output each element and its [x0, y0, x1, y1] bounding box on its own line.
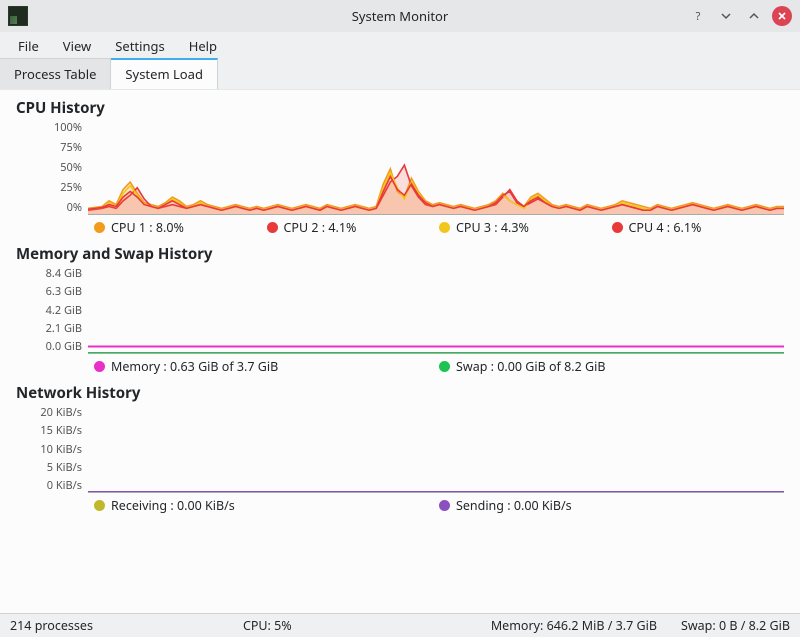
y-tick: 6.3 GiB — [46, 284, 82, 299]
y-tick: 0% — [67, 200, 82, 215]
legend-label: Sending : 0.00 KiB/s — [456, 497, 572, 514]
y-tick: 20 KiB/s — [40, 405, 82, 420]
minimize-button[interactable] — [716, 6, 736, 26]
memory-legend: Memory : 0.63 GiB of 3.7 GiB Swap : 0.00 … — [16, 358, 784, 375]
y-tick: 50% — [60, 160, 82, 175]
menu-view[interactable]: View — [53, 33, 101, 59]
cpu-y-axis: 100% 75% 50% 25% 0% — [16, 120, 88, 215]
legend-dot — [439, 361, 450, 372]
y-tick: 75% — [60, 140, 82, 155]
legend-item: Swap : 0.00 GiB of 8.2 GiB — [439, 358, 784, 375]
legend-label: CPU 2 : 4.1% — [284, 219, 357, 236]
y-tick: 5 KiB/s — [47, 460, 82, 475]
y-tick: 10 KiB/s — [40, 442, 82, 457]
menu-settings[interactable]: Settings — [105, 33, 174, 59]
y-tick: 0.0 GiB — [46, 339, 82, 354]
window-title: System Monitor — [0, 7, 800, 25]
legend-dot — [94, 361, 105, 372]
y-tick: 8.4 GiB — [46, 266, 82, 281]
help-button[interactable]: ? — [688, 6, 708, 26]
y-tick: 15 KiB/s — [40, 423, 82, 438]
legend-label: CPU 1 : 8.0% — [111, 219, 184, 236]
close-button[interactable] — [772, 6, 792, 26]
window-controls: ? — [688, 6, 792, 26]
cpu-history-title: CPU History — [16, 98, 784, 118]
cpu-history-section: CPU History 100% 75% 50% 25% 0% CPU 1 : 8.0%… — [16, 98, 784, 236]
status-processes: 214 processes — [10, 617, 93, 634]
legend-dot — [267, 222, 278, 233]
network-history-section: Network History 20 KiB/s 15 KiB/s 10 KiB/s… — [16, 383, 784, 514]
memory-y-axis: 8.4 GiB 6.3 GiB 4.2 GiB 2.1 GiB 0.0 GiB — [16, 266, 88, 354]
statusbar: 214 processes CPU: 5% Memory: 646.2 MiB … — [0, 613, 800, 637]
memory-history-section: Memory and Swap History 8.4 GiB 6.3 GiB 4.… — [16, 244, 784, 375]
maximize-button[interactable] — [744, 6, 764, 26]
network-y-axis: 20 KiB/s 15 KiB/s 10 KiB/s 5 KiB/s 0 KiB/s — [16, 405, 88, 493]
network-history-title: Network History — [16, 383, 784, 403]
titlebar: System Monitor ? — [0, 0, 800, 32]
tab-process-table[interactable]: Process Table — [0, 58, 111, 89]
status-memory: Memory: 646.2 MiB / 3.7 GiB — [491, 617, 657, 634]
legend-label: CPU 4 : 6.1% — [629, 219, 702, 236]
status-swap: Swap: 0 B / 8.2 GiB — [681, 617, 790, 634]
svg-text:?: ? — [696, 10, 701, 22]
y-tick: 2.1 GiB — [46, 321, 82, 336]
legend-label: Memory : 0.63 GiB of 3.7 GiB — [111, 358, 278, 375]
legend-item: CPU 2 : 4.1% — [267, 219, 440, 236]
tabs-bar: Process Table System Load — [0, 60, 800, 90]
legend-item: CPU 1 : 8.0% — [94, 219, 267, 236]
legend-item: Receiving : 0.00 KiB/s — [94, 497, 439, 514]
legend-dot — [612, 222, 623, 233]
network-legend: Receiving : 0.00 KiB/s Sending : 0.00 KiB… — [16, 497, 784, 514]
legend-dot — [94, 222, 105, 233]
cpu-chart — [88, 120, 784, 215]
legend-label: Swap : 0.00 GiB of 8.2 GiB — [456, 358, 605, 375]
legend-dot — [94, 500, 105, 511]
y-tick: 4.2 GiB — [46, 303, 82, 318]
menu-file[interactable]: File — [8, 33, 49, 59]
y-tick: 100% — [54, 120, 82, 135]
cpu-legend: CPU 1 : 8.0% CPU 2 : 4.1% CPU 3 : 4.3% CPU … — [16, 219, 784, 236]
y-tick: 0 KiB/s — [47, 478, 82, 493]
legend-item: CPU 4 : 6.1% — [612, 219, 785, 236]
legend-label: CPU 3 : 4.3% — [456, 219, 529, 236]
content-system-load: CPU History 100% 75% 50% 25% 0% CPU 1 : 8.0%… — [0, 90, 800, 613]
legend-item: CPU 3 : 4.3% — [439, 219, 612, 236]
y-tick: 25% — [60, 180, 82, 195]
memory-chart — [88, 266, 784, 354]
status-cpu: CPU: 5% — [243, 617, 292, 634]
legend-item: Sending : 0.00 KiB/s — [439, 497, 784, 514]
legend-item: Memory : 0.63 GiB of 3.7 GiB — [94, 358, 439, 375]
memory-history-title: Memory and Swap History — [16, 244, 784, 264]
legend-label: Receiving : 0.00 KiB/s — [111, 497, 235, 514]
menu-help[interactable]: Help — [179, 33, 227, 59]
menubar: File View Settings Help — [0, 32, 800, 60]
network-chart — [88, 405, 784, 493]
tab-system-load[interactable]: System Load — [111, 58, 218, 89]
legend-dot — [439, 222, 450, 233]
legend-dot — [439, 500, 450, 511]
